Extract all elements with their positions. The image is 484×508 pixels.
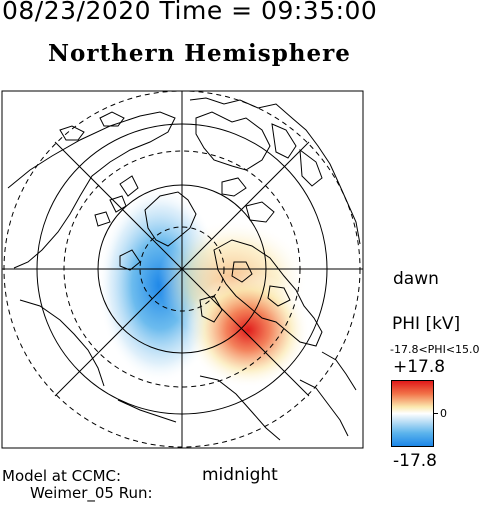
colorbar-title: PHI [kV] <box>392 314 461 334</box>
colorbar-min-label: -17.8 <box>393 451 437 471</box>
map-frame <box>1 90 364 449</box>
midnight-label: midnight <box>202 465 278 485</box>
colorbar-zero-label: 0 <box>440 407 447 420</box>
datetime-label: 08/23/2020 Time = 09:35:00 <box>2 0 378 25</box>
colorbar-range: -17.8<PHI<15.0 <box>390 343 480 356</box>
meridian-diagonal-2 <box>54 141 310 397</box>
meridian-grid <box>2 91 363 448</box>
positive-potential-cell <box>186 272 310 388</box>
colorbar-max-label: +17.8 <box>393 357 446 377</box>
dawn-label: dawn <box>393 269 439 289</box>
colorbar <box>391 380 434 447</box>
run-label: Weimer_05 Run: <box>30 484 153 502</box>
hemisphere-title: Northern Hemisphere <box>48 40 351 67</box>
colorbar-zero-tick <box>434 413 438 414</box>
model-label: Model at CCMC: <box>2 467 122 485</box>
